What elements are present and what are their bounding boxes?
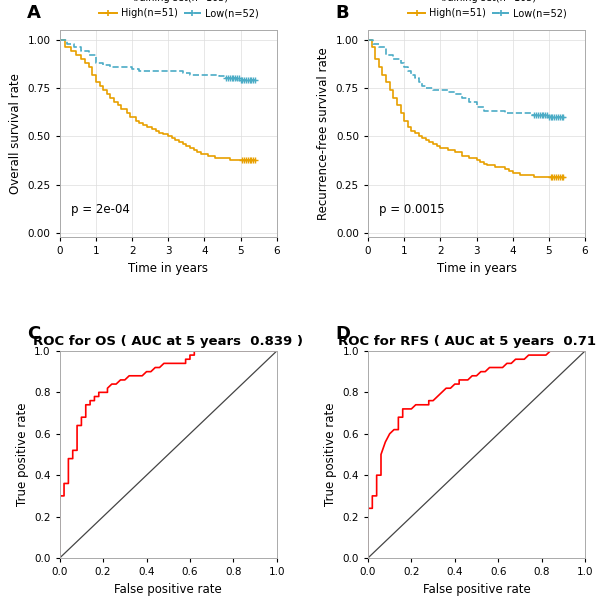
Y-axis label: True positive rate: True positive rate [16, 403, 29, 506]
X-axis label: False positive rate: False positive rate [115, 583, 222, 596]
Text: A: A [27, 4, 41, 22]
Y-axis label: Overall survival rate: Overall survival rate [9, 73, 22, 194]
X-axis label: Time in years: Time in years [128, 262, 208, 275]
Text: D: D [336, 325, 350, 343]
Y-axis label: True positive rate: True positive rate [324, 403, 337, 506]
Text: C: C [27, 325, 41, 343]
Text: p = 0.0015: p = 0.0015 [379, 203, 444, 217]
Title: ROC for RFS ( AUC at 5 years  0.715 ): ROC for RFS ( AUC at 5 years 0.715 ) [337, 335, 597, 349]
X-axis label: Time in years: Time in years [436, 262, 516, 275]
X-axis label: False positive rate: False positive rate [423, 583, 530, 596]
Legend: High(n=51), Low(n=52): High(n=51), Low(n=52) [96, 0, 263, 22]
Title: ROC for OS ( AUC at 5 years  0.839 ): ROC for OS ( AUC at 5 years 0.839 ) [33, 335, 303, 349]
Y-axis label: Recurrence-free survival rate: Recurrence-free survival rate [317, 47, 330, 220]
Text: B: B [336, 4, 349, 22]
Text: p = 2e-04: p = 2e-04 [70, 203, 130, 217]
Legend: High(n=51), Low(n=52): High(n=51), Low(n=52) [404, 0, 571, 22]
